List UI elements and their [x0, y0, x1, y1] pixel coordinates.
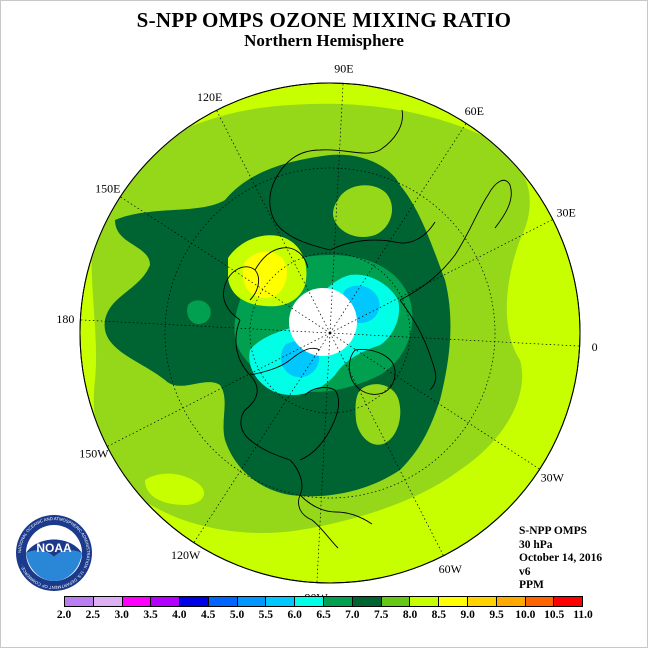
latitude-circles — [164, 167, 496, 499]
colorbar-label: 5.5 — [258, 609, 274, 621]
page-title: S-NPP OMPS OZONE MIXING RATIO — [136, 8, 512, 32]
colorbar-swatch — [93, 597, 123, 606]
lon-label-60e: 60E — [465, 104, 484, 118]
colorbar-labels: 2.0 2.5 3.0 3.5 4.0 4.5 5.0 5.5 6.0 6.5 7.0 7.5 8.0 8… — [57, 609, 593, 623]
colorbar-swatch — [295, 597, 325, 606]
colorbar-swatch — [410, 597, 440, 606]
colorbar — [64, 596, 583, 607]
logo-sea — [26, 550, 82, 581]
meridian-150 — [120, 196, 331, 334]
meridian--60 — [329, 332, 444, 556]
colorbar-label: 4.5 — [200, 609, 216, 621]
colorbar-swatch — [324, 597, 353, 606]
colorbar-swatch — [151, 597, 181, 606]
info-level: 30 hPa — [519, 538, 553, 551]
colorbar-swatch — [467, 597, 497, 606]
contour-8-5-alaska — [242, 251, 287, 299]
colorbar-label: 5.0 — [229, 609, 245, 621]
lon-label-120w: 120W — [171, 548, 201, 562]
colorbar-label: 3.5 — [143, 609, 158, 621]
colorbar-label: 8.0 — [402, 609, 418, 621]
info-date: October 14, 2016 — [519, 552, 603, 565]
colorbar-swatch — [237, 597, 267, 606]
coast-alaska — [223, 247, 309, 321]
colorbar-label: 8.5 — [431, 609, 447, 621]
lon-label-60w: 60W — [439, 562, 463, 576]
polar-night-cap — [289, 288, 357, 356]
colorbar-label: 6.0 — [287, 609, 302, 621]
info-block: S-NPP OMPS 30 hPa October 14, 2016 v6 PP… — [519, 525, 602, 593]
colorbar-swatch — [352, 597, 382, 606]
info-version: v6 — [519, 565, 531, 578]
colorbar-swatch — [496, 597, 526, 606]
colorbar-swatch — [266, 597, 296, 606]
colorbar-label: 9.5 — [489, 609, 504, 621]
coastlines — [223, 109, 512, 549]
colorbar-swatch — [208, 597, 238, 606]
colorbar-label: 6.5 — [316, 609, 331, 621]
page-subtitle: Northern Hemisphere — [244, 31, 404, 50]
colorbar-label: 7.5 — [373, 609, 389, 621]
meridian-120 — [216, 110, 331, 334]
meridian--120 — [193, 332, 331, 543]
logo-text: NOAA — [36, 541, 72, 555]
colorbar-swatch — [180, 597, 209, 606]
colorbar-label: 7.0 — [345, 609, 360, 621]
lon-label-30e: 30E — [556, 206, 575, 220]
meridian--150 — [107, 332, 331, 447]
info-instrument: S-NPP OMPS — [519, 525, 588, 537]
colorbar-label: 2.0 — [56, 609, 72, 621]
colorbar-swatch — [122, 597, 152, 606]
logo-gull — [26, 539, 82, 557]
colorbar-label: 10.0 — [515, 609, 536, 621]
lon-label-0: 0 — [592, 340, 598, 354]
meridian-0 — [329, 332, 580, 347]
lon-label-30w: 30W — [541, 470, 565, 484]
colorbar-swatch — [65, 597, 94, 606]
colorbar-swatch — [381, 597, 411, 606]
longitude-labels: 90E60E30E030W60W90W120W150W180150E120E — [56, 61, 597, 604]
meridian--180 — [80, 319, 331, 334]
coast-central-america — [299, 494, 373, 525]
meridian--30 — [329, 332, 540, 470]
contour-7-5-siberia — [333, 185, 393, 238]
colorbar-label: 9.0 — [460, 609, 475, 621]
colorbar-swatch — [554, 597, 583, 606]
colorbar-label: 10.5 — [544, 609, 565, 621]
lat-circle-60 — [249, 252, 411, 414]
contour-8-0-pacific — [145, 473, 205, 505]
coast-greenland — [348, 349, 396, 395]
meridian-60 — [329, 123, 467, 334]
map-boundary — [79, 82, 581, 584]
lon-label-90e: 90E — [334, 61, 353, 75]
colorbar-swatch — [439, 597, 468, 606]
coast-eurasia — [269, 109, 512, 391]
colorbar-label: 3.0 — [114, 609, 129, 621]
meridian--90 — [316, 332, 331, 583]
lat-circle-30 — [164, 167, 496, 499]
meridian-90 — [329, 83, 344, 334]
colorbar-label: 11.0 — [573, 609, 593, 621]
meridians — [80, 83, 580, 583]
colorbar-label: 4.0 — [172, 609, 187, 621]
contour-7-5-atlantic — [355, 384, 401, 445]
lon-label-120e: 120E — [197, 90, 222, 104]
noaa-logo: NOAA NATIONAL OCEANIC AND ATMOSPHERIC AD… — [16, 515, 92, 591]
info-units: PPM — [519, 579, 544, 592]
colorbar-swatch — [525, 597, 555, 606]
contour-6-5-small — [187, 300, 211, 325]
lon-label-150w: 150W — [79, 446, 109, 460]
meridian-30 — [329, 219, 553, 334]
lon-label-180: 180 — [56, 312, 74, 326]
colorbar-label: 2.5 — [85, 609, 101, 621]
coast-north-america — [235, 319, 340, 549]
lon-label-150e: 150E — [95, 182, 120, 196]
